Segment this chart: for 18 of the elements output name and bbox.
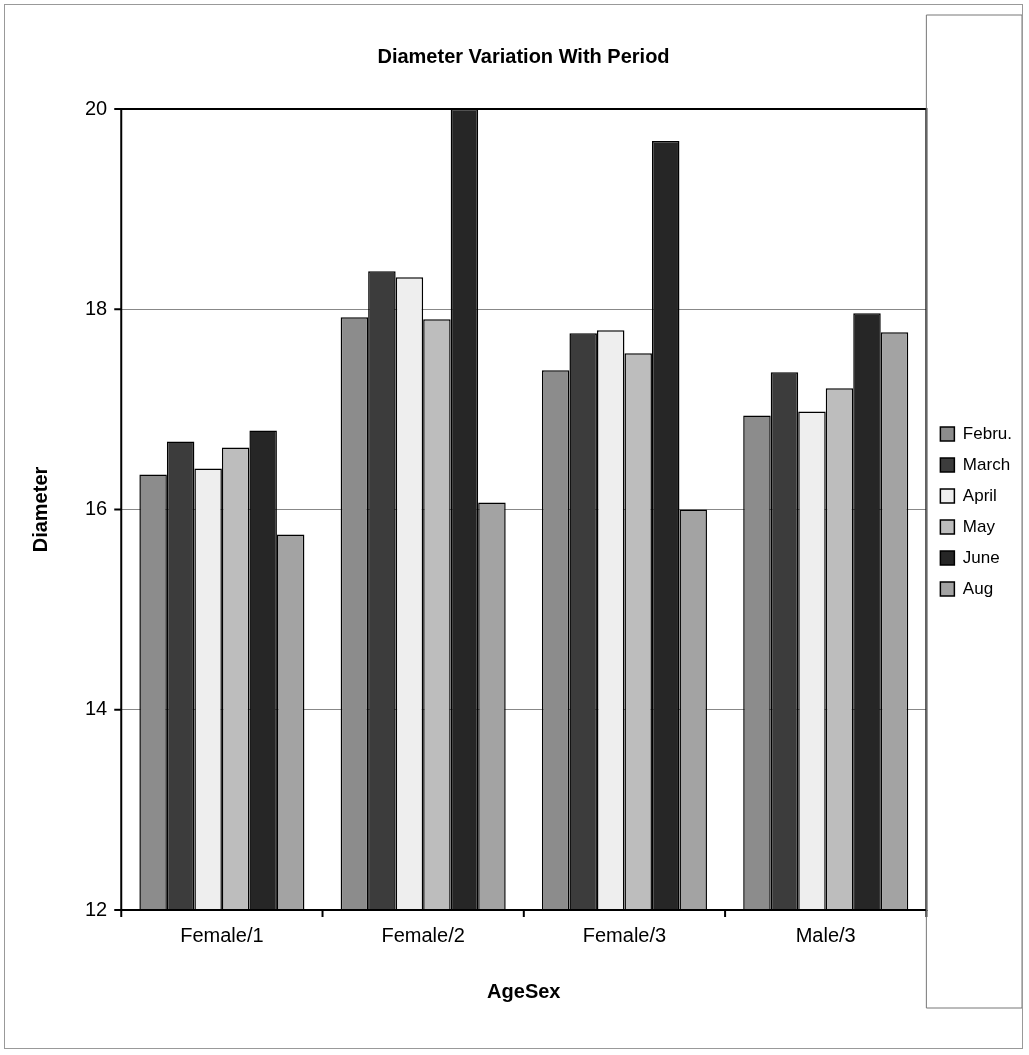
x-tick-label: Female/2: [381, 923, 465, 946]
x-tick-label: Male/3: [795, 923, 856, 946]
y-tick-label: 14: [85, 697, 108, 720]
legend-label: Aug: [962, 578, 994, 598]
y-axis-title: Diameter: [28, 466, 51, 553]
legend-label: Febru.: [962, 423, 1013, 443]
y-tick-label: 20: [85, 96, 108, 119]
legend-label: April: [962, 485, 997, 505]
x-tick-label: Female/3: [582, 923, 667, 946]
x-axis-title: AgeSex: [487, 979, 561, 1002]
y-tick-label: 16: [85, 497, 108, 520]
x-tick-label: Female/1: [180, 923, 264, 946]
legend-label: May: [962, 516, 996, 536]
legend-label: March: [962, 454, 1011, 474]
y-tick-label: 18: [85, 296, 108, 319]
y-tick-label: 12: [85, 897, 108, 920]
chart-title: Diameter Variation With Period: [377, 44, 670, 67]
legend-label: June: [962, 547, 1000, 567]
